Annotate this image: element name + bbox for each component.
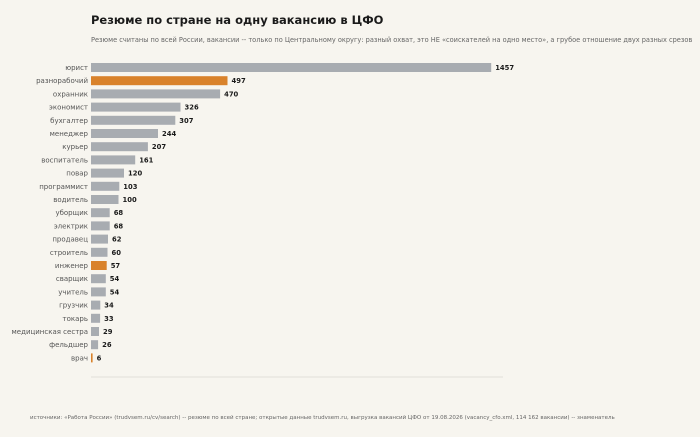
category-label: охранник xyxy=(53,90,88,98)
category-label: врач xyxy=(71,354,88,362)
value-label: 1457 xyxy=(495,64,514,72)
category-label: разнорабочий xyxy=(36,77,88,85)
bar xyxy=(91,129,158,138)
bar xyxy=(91,234,108,244)
bar xyxy=(91,102,181,112)
bar xyxy=(91,353,93,363)
value-label: 103 xyxy=(123,183,137,191)
bar xyxy=(91,327,99,336)
value-label: 244 xyxy=(162,130,176,138)
bar xyxy=(91,300,101,310)
category-label: сварщик xyxy=(56,275,88,283)
value-label: 470 xyxy=(224,90,238,98)
bar xyxy=(91,195,119,204)
value-label: 100 xyxy=(123,196,137,204)
chart-subtitle: Резюме считаны по всей России, вакансии … xyxy=(91,36,693,44)
category-label: повар xyxy=(66,170,88,178)
chart-title: Резюме по стране на одну вакансию в ЦФО xyxy=(91,13,384,27)
bar xyxy=(91,168,124,178)
bar xyxy=(91,313,101,323)
value-label: 120 xyxy=(128,170,142,178)
bar xyxy=(91,63,492,72)
bar xyxy=(91,155,136,165)
value-label: 6 xyxy=(97,354,102,362)
value-label: 29 xyxy=(103,328,113,336)
bar xyxy=(91,142,148,152)
category-label: грузчик xyxy=(59,302,88,310)
category-label: экономист xyxy=(49,104,88,112)
value-label: 307 xyxy=(179,117,193,125)
value-label: 34 xyxy=(104,302,114,310)
bar xyxy=(91,287,106,297)
bar xyxy=(91,76,228,86)
category-label: воспитатель xyxy=(41,156,88,164)
category-label: инженер xyxy=(55,262,89,270)
bars-group: юрист 1457 разнорабочий 497 охранник 470 эконо… xyxy=(12,63,514,363)
value-label: 54 xyxy=(110,288,120,296)
value-label: 497 xyxy=(232,77,246,85)
value-label: 33 xyxy=(104,315,114,323)
value-label: 207 xyxy=(152,143,166,151)
category-label: продавец xyxy=(52,236,88,244)
category-label: водитель xyxy=(53,196,88,204)
category-label: программист xyxy=(39,183,88,191)
category-label: курьер xyxy=(62,143,88,151)
source-note: источники: «Работа России» (trudvsem.ru/… xyxy=(30,415,615,421)
bar xyxy=(91,261,107,270)
category-label: бухгалтер xyxy=(50,117,88,125)
bar xyxy=(91,247,108,257)
value-label: 62 xyxy=(112,236,122,244)
value-label: 161 xyxy=(139,156,153,164)
bar xyxy=(91,181,120,191)
value-label: 326 xyxy=(185,104,199,112)
bar xyxy=(91,340,99,350)
category-label: строитель xyxy=(50,249,88,257)
value-label: 68 xyxy=(114,222,124,230)
value-label: 57 xyxy=(111,262,121,270)
value-label: 26 xyxy=(102,341,112,349)
bar xyxy=(91,208,110,218)
category-label: юрист xyxy=(65,64,88,72)
category-label: учитель xyxy=(58,288,88,296)
category-label: менеджер xyxy=(50,130,89,138)
category-label: уборщик xyxy=(55,209,88,217)
value-label: 60 xyxy=(112,249,122,257)
bar xyxy=(91,274,106,284)
value-label: 54 xyxy=(110,275,120,283)
bar xyxy=(91,89,221,99)
category-label: фельдшер xyxy=(49,341,88,349)
value-label: 68 xyxy=(114,209,124,217)
bar xyxy=(91,115,176,125)
category-label: токарь xyxy=(63,315,88,323)
category-label: медицинская сестра xyxy=(12,328,88,336)
bar xyxy=(91,221,110,231)
category-label: электрик xyxy=(54,222,88,230)
